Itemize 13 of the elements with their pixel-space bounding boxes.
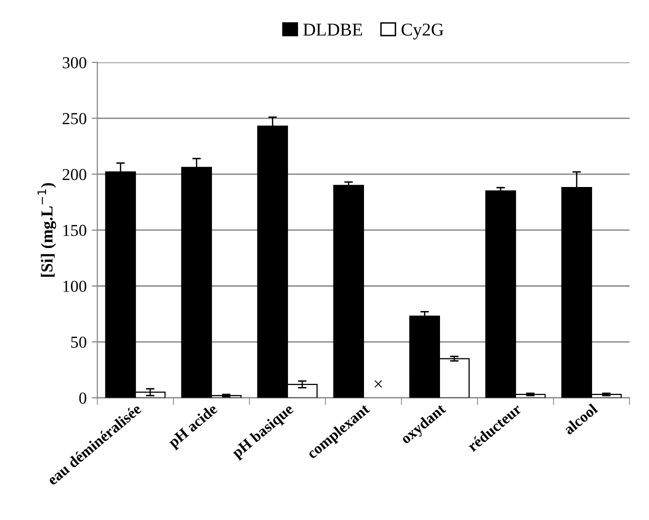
y-tick-label: 250 <box>62 113 86 124</box>
y-tick-label: 200 <box>62 168 86 180</box>
y-tick-label: 100 <box>63 280 86 292</box>
legend-label: Cy2G <box>402 24 444 40</box>
y-tick-label: 0 <box>79 392 86 404</box>
bar <box>333 184 364 398</box>
y-axis-title: [Si] (mg.L$^{−1}$) <box>38 183 56 277</box>
annotation: × <box>374 380 382 388</box>
y-tick-label: 300 <box>62 57 86 68</box>
legend-label: DLDBE <box>303 24 362 36</box>
y-tick-label: 50 <box>71 336 86 348</box>
y-tick-label: 150 <box>63 224 86 236</box>
x-tick-label: pH acide <box>167 402 220 451</box>
